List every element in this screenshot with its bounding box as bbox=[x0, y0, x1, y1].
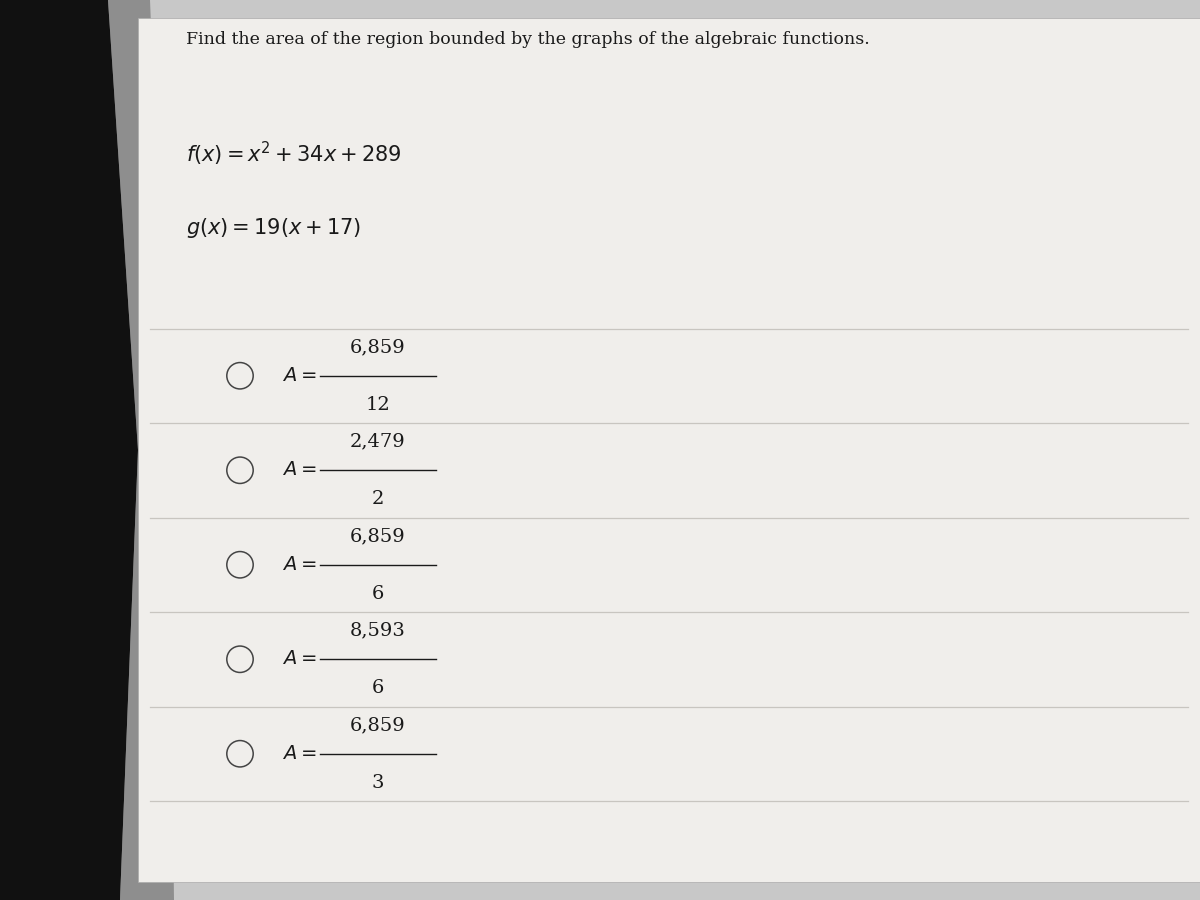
Text: 2,479: 2,479 bbox=[350, 432, 406, 450]
Text: 6,859: 6,859 bbox=[350, 716, 406, 734]
Text: $g(x)=19(x+17)$: $g(x)=19(x+17)$ bbox=[186, 216, 361, 240]
Text: $A=$: $A=$ bbox=[282, 650, 317, 668]
Text: 6: 6 bbox=[372, 585, 384, 603]
Text: $A=$: $A=$ bbox=[282, 744, 317, 762]
Text: $A=$: $A=$ bbox=[282, 555, 317, 574]
Text: $A=$: $A=$ bbox=[282, 367, 317, 385]
Polygon shape bbox=[0, 0, 138, 900]
Text: 12: 12 bbox=[366, 396, 390, 414]
Text: Find the area of the region bounded by the graphs of the algebraic functions.: Find the area of the region bounded by t… bbox=[186, 32, 870, 49]
Polygon shape bbox=[108, 0, 174, 900]
Text: $f(x)=x^2+34x+289$: $f(x)=x^2+34x+289$ bbox=[186, 140, 402, 167]
Text: 8,593: 8,593 bbox=[350, 621, 406, 639]
Text: 6,859: 6,859 bbox=[350, 526, 406, 544]
Text: 3: 3 bbox=[372, 773, 384, 792]
Text: 2: 2 bbox=[372, 490, 384, 508]
FancyBboxPatch shape bbox=[138, 18, 1200, 882]
Text: 6: 6 bbox=[372, 679, 384, 697]
Text: $A=$: $A=$ bbox=[282, 461, 317, 479]
Text: 6,859: 6,859 bbox=[350, 338, 406, 356]
